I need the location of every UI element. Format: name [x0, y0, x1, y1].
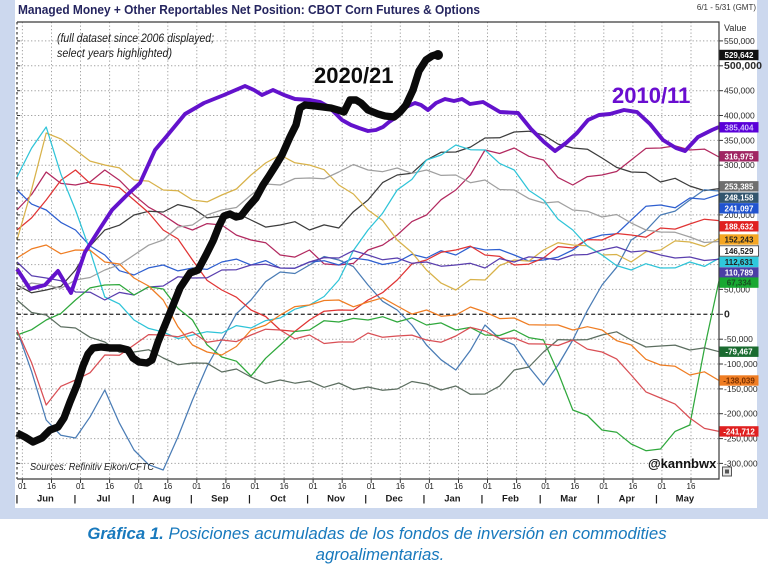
svg-text:16: 16 [570, 482, 579, 491]
svg-text:Apr: Apr [619, 494, 636, 505]
svg-text:-241,712: -241,712 [723, 427, 755, 436]
svg-text:550,000: 550,000 [724, 36, 755, 46]
svg-text:-138,039: -138,039 [723, 377, 755, 386]
svg-text:253,385: 253,385 [725, 182, 754, 191]
svg-text:Managed Money + Other Reportab: Managed Money + Other Reportables Net Po… [18, 2, 480, 17]
svg-text:529,642: 529,642 [725, 51, 754, 60]
svg-text:16: 16 [687, 482, 696, 491]
svg-text:350,000: 350,000 [724, 135, 755, 145]
svg-text:|: | [190, 494, 193, 505]
svg-text:Feb: Feb [502, 494, 519, 505]
svg-text:|: | [16, 494, 19, 505]
svg-text:16: 16 [512, 482, 521, 491]
svg-text:16: 16 [396, 482, 405, 491]
svg-text:|: | [248, 494, 251, 505]
svg-text:|: | [364, 494, 367, 505]
svg-text:Gráfica 1. Posiciones acumulad: Gráfica 1. Posiciones acumuladas de los … [87, 524, 667, 543]
svg-text:67,334: 67,334 [727, 279, 752, 288]
svg-text:Dec: Dec [385, 494, 402, 505]
svg-text:241,097: 241,097 [725, 204, 754, 213]
svg-text:16: 16 [221, 482, 230, 491]
svg-text:16: 16 [628, 482, 637, 491]
svg-text:-150,000: -150,000 [724, 384, 758, 394]
svg-text:01: 01 [657, 482, 666, 491]
svg-text:16: 16 [338, 482, 347, 491]
svg-text:|: | [597, 494, 600, 505]
svg-text:01: 01 [541, 482, 550, 491]
svg-text:|: | [481, 494, 484, 505]
svg-text:01: 01 [599, 482, 608, 491]
svg-text:Oct: Oct [270, 494, 287, 505]
svg-text:385,404: 385,404 [725, 123, 754, 132]
svg-text:16: 16 [105, 482, 114, 491]
svg-text:16: 16 [280, 482, 289, 491]
svg-text:select years highlighted): select years highlighted) [57, 48, 172, 60]
svg-text:16: 16 [47, 482, 56, 491]
svg-text:01: 01 [483, 482, 492, 491]
svg-text:316,975: 316,975 [725, 152, 754, 161]
svg-text:01: 01 [251, 482, 260, 491]
svg-text:01: 01 [425, 482, 434, 491]
svg-text:May: May [676, 494, 695, 505]
svg-text:112,631: 112,631 [725, 258, 754, 267]
svg-text:01: 01 [134, 482, 143, 491]
svg-text:agroalimentarias.: agroalimentarias. [316, 545, 445, 564]
svg-text:-250,000: -250,000 [724, 434, 758, 444]
svg-text:450,000: 450,000 [724, 86, 755, 96]
svg-text:2010/11: 2010/11 [612, 83, 690, 108]
svg-text:Mar: Mar [560, 494, 577, 505]
svg-text:01: 01 [192, 482, 201, 491]
svg-text:01: 01 [18, 482, 27, 491]
svg-text:Sep: Sep [211, 494, 229, 505]
svg-text:0: 0 [724, 308, 730, 320]
svg-text:|: | [423, 494, 426, 505]
svg-text:Sources: Refinitiv Eikon/CFTC: Sources: Refinitiv Eikon/CFTC [30, 461, 154, 473]
svg-text:2020/21: 2020/21 [314, 63, 394, 88]
svg-text:@kannbwx: @kannbwx [648, 456, 717, 471]
svg-text:-79,467: -79,467 [725, 348, 753, 357]
svg-text:50,000: 50,000 [724, 284, 750, 294]
svg-text:110,789: 110,789 [725, 269, 754, 278]
svg-text:|: | [655, 494, 658, 505]
svg-text:Jul: Jul [97, 494, 111, 505]
svg-text:Aug: Aug [152, 494, 171, 505]
svg-text:300,000: 300,000 [724, 160, 755, 170]
svg-text:16: 16 [163, 482, 172, 491]
svg-text:|: | [132, 494, 135, 505]
svg-text:01: 01 [367, 482, 376, 491]
svg-text:200,000: 200,000 [724, 210, 755, 220]
svg-text:152,243: 152,243 [725, 236, 754, 245]
svg-text:188,632: 188,632 [725, 222, 754, 231]
svg-text:146,529: 146,529 [725, 247, 754, 256]
svg-text:400,000: 400,000 [724, 111, 755, 121]
svg-text:01: 01 [76, 482, 85, 491]
svg-text:-50,000: -50,000 [724, 334, 753, 344]
svg-text:6/1 - 5/31 (GMT): 6/1 - 5/31 (GMT) [697, 3, 756, 12]
svg-text:500,000: 500,000 [724, 60, 762, 72]
svg-text:Value: Value [724, 23, 746, 33]
svg-text:Jun: Jun [37, 494, 54, 505]
svg-text:16: 16 [454, 482, 463, 491]
svg-text:248,158: 248,158 [725, 194, 754, 203]
svg-text:(full dataset since 2006 displ: (full dataset since 2006 displayed; [57, 33, 214, 45]
svg-text:Jan: Jan [444, 494, 461, 505]
svg-text:Nov: Nov [327, 494, 346, 505]
svg-text:|: | [306, 494, 309, 505]
svg-text:-200,000: -200,000 [724, 409, 758, 419]
svg-text:|: | [74, 494, 77, 505]
svg-text:|: | [539, 494, 542, 505]
svg-text:01: 01 [309, 482, 318, 491]
svg-text:-300,000: -300,000 [724, 458, 758, 468]
svg-text:-100,000: -100,000 [724, 359, 758, 369]
